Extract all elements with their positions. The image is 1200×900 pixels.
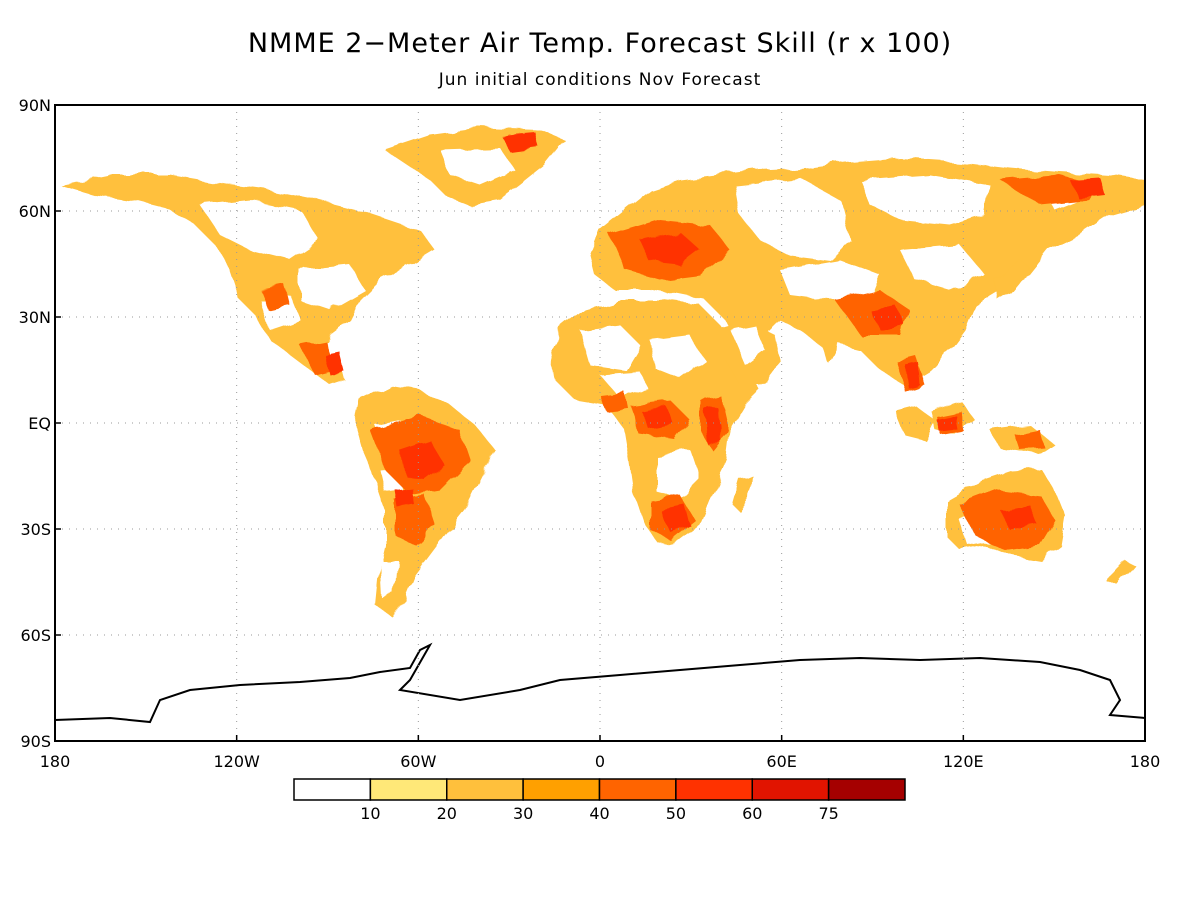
colorbar-label: 20 (437, 804, 457, 823)
lat-tick-label: 60N (19, 202, 51, 221)
colorbar-bin (293, 778, 372, 801)
lat-tick-label: 30N (19, 308, 51, 327)
map-title: NMME 2−Meter Air Temp. Forecast Skill (r… (247, 28, 953, 59)
map-subtitle: Jun initial conditions Nov Forecast (438, 70, 762, 90)
land-skill-shading (60, 128, 1145, 615)
colorbar-bin (751, 778, 830, 801)
lon-tick-label: 60E (766, 752, 796, 771)
lat-tick-label: 60S (20, 626, 51, 645)
lat-tick-label: 90S (20, 732, 51, 751)
colorbar-bin (369, 778, 448, 801)
colorbar-label: 50 (666, 804, 686, 823)
colorbar-bin (598, 778, 677, 801)
lon-tick-label: 0 (595, 752, 605, 771)
colorbar-legend: 10 20 30 40 50 60 75 (293, 778, 906, 823)
colorbar-label: 60 (742, 804, 762, 823)
colorbar-bin (675, 778, 753, 801)
lat-tick-label: 90N (19, 96, 51, 115)
latitude-axis: 90N 60N 30N EQ 30S 60S 90S (19, 96, 61, 751)
graticule-grid (55, 105, 1145, 741)
lon-tick-label: 180 (1130, 752, 1161, 771)
colorbar-label: 75 (818, 804, 838, 823)
colorbar-bin (446, 778, 524, 801)
colorbar-label: 30 (513, 804, 533, 823)
lat-tick-label: 30S (20, 520, 51, 539)
colorbar-label: 40 (589, 804, 609, 823)
colorbar-bin (827, 778, 906, 801)
colorbar-label: 10 (360, 804, 380, 823)
longitude-axis: 180 120W 60W 0 60E 120E 180 (40, 735, 1161, 771)
lon-tick-label: 60W (400, 752, 436, 771)
lon-tick-label: 120E (943, 752, 984, 771)
lon-tick-label: 120W (213, 752, 260, 771)
antarctica-coastline (54, 642, 1146, 724)
lat-tick-label: EQ (28, 414, 51, 433)
colorbar-bin (522, 778, 601, 801)
lon-tick-label: 180 (40, 752, 71, 771)
